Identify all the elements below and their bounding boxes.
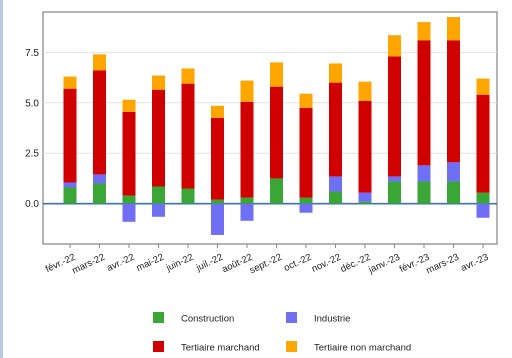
legend: Construction Industrie Tertiaire marchand T… <box>153 312 411 354</box>
bar-segment-tertiaire-marchand <box>417 40 431 166</box>
x-tick-label: déc.-22 <box>339 252 372 275</box>
bar-segment-tertiaire-marchand <box>152 89 165 187</box>
x-tick-label: avr.-23 <box>459 252 490 274</box>
legend-label: Tertiaire non marchand <box>314 343 411 354</box>
bar-segment-tertiaire-non-marchand <box>447 17 460 41</box>
bar-segment-industrie <box>299 203 313 213</box>
bar-segment-tertiaire-non-marchand <box>181 68 195 84</box>
bar-segment-construction <box>181 188 195 204</box>
bar-segment-tertiaire-non-marchand <box>211 105 224 118</box>
x-tick-label: oct.-22 <box>282 252 313 274</box>
y-tick-label: 7.5 <box>25 48 39 59</box>
bar-segment-tertiaire-marchand <box>388 56 401 177</box>
legend-swatch <box>153 341 164 352</box>
x-tick-label: mars-23 <box>425 252 461 277</box>
x-tick-label: janv.-23 <box>366 252 402 276</box>
bar-segment-tertiaire-non-marchand <box>122 99 136 112</box>
bar-segment-tertiaire-marchand <box>93 70 106 175</box>
bar-segment-tertiaire-non-marchand <box>329 63 342 83</box>
bar-segment-tertiaire-marchand <box>122 111 136 196</box>
bar-segment-industrie <box>93 174 106 184</box>
bar-segment-construction <box>122 195 136 204</box>
bar-segment-industrie <box>447 162 460 182</box>
legend-label: Construction <box>181 314 234 325</box>
stacked-bar-chart: 0.02.55.07.5févr.-22mars-22avr.-22mai-22… <box>25 11 498 354</box>
y-tick-label: 5.0 <box>25 98 39 109</box>
bar-segment-tertiaire-non-marchand <box>299 93 313 108</box>
bar-segment-tertiaire-marchand <box>270 86 283 179</box>
legend-swatch <box>286 312 297 323</box>
bar-segment-industrie <box>329 176 342 192</box>
x-tick-label: juin-22 <box>164 252 195 274</box>
x-tick-label: mai-22 <box>135 252 166 274</box>
bar-segment-industrie <box>63 182 77 188</box>
bar-segment-construction <box>93 183 106 204</box>
bar-segment-tertiaire-marchand <box>447 40 460 163</box>
bar-segment-construction <box>299 197 313 204</box>
bar-segment-construction <box>388 181 401 204</box>
bar-segment-industrie <box>152 203 165 217</box>
bar-segment-construction <box>240 197 254 204</box>
bar-segment-tertiaire-non-marchand <box>240 80 254 102</box>
bar-segment-tertiaire-non-marchand <box>270 62 283 87</box>
bar-segment-industrie <box>358 192 372 202</box>
legend-item: Industrie <box>286 312 350 325</box>
plot-border <box>42 11 498 245</box>
legend-item: Tertiaire non marchand <box>286 341 411 354</box>
bar-segment-industrie <box>476 203 490 218</box>
bar-segment-tertiaire-non-marchand <box>388 35 401 57</box>
bar-segment-industrie <box>417 165 431 182</box>
bar-segment-tertiaire-marchand <box>181 83 195 189</box>
bars-layer <box>63 17 490 235</box>
bar-segment-construction <box>358 201 372 204</box>
legend-swatch <box>153 312 164 323</box>
x-tick-label: sept.-22 <box>248 252 284 276</box>
y-tick-label: 0.0 <box>25 199 39 210</box>
bar-segment-tertiaire-marchand <box>299 107 313 198</box>
legend-label: Tertiaire marchand <box>181 343 260 354</box>
bar-segment-tertiaire-non-marchand <box>63 76 77 89</box>
bar-segment-industrie <box>211 203 224 235</box>
legend-item: Construction <box>153 312 234 325</box>
bar-segment-tertiaire-marchand <box>63 88 77 183</box>
bar-segment-industrie <box>122 203 136 222</box>
x-tick-label: mars-22 <box>71 252 107 277</box>
bar-segment-tertiaire-non-marchand <box>476 78 490 95</box>
bar-segment-tertiaire-non-marchand <box>93 54 106 71</box>
x-tick-label: juil.-22 <box>194 252 225 274</box>
legend-label: Industrie <box>314 314 350 325</box>
bar-segment-industrie <box>240 203 254 221</box>
bar-segment-construction <box>417 181 431 204</box>
bar-segment-industrie <box>388 176 401 182</box>
bar-segment-tertiaire-marchand <box>329 82 342 177</box>
bar-segment-tertiaire-marchand <box>240 101 254 198</box>
bar-segment-tertiaire-non-marchand <box>152 75 165 90</box>
x-tick-label: août-22 <box>220 252 254 276</box>
bar-segment-tertiaire-marchand <box>211 117 224 200</box>
legend-swatch <box>286 341 297 352</box>
bar-segment-tertiaire-non-marchand <box>417 22 431 41</box>
x-tick-label: avr.-22 <box>105 252 136 274</box>
bar-segment-tertiaire-marchand <box>476 94 490 193</box>
bar-segment-construction <box>447 181 460 204</box>
x-tick-label: nov.-22 <box>310 252 343 275</box>
legend-item: Tertiaire marchand <box>153 341 260 354</box>
bar-segment-tertiaire-non-marchand <box>358 81 372 101</box>
bar-segment-construction <box>329 191 342 204</box>
bar-segment-construction <box>476 192 490 204</box>
bar-segment-construction <box>211 199 224 204</box>
bar-segment-tertiaire-marchand <box>358 100 372 193</box>
bar-segment-construction <box>270 178 283 204</box>
y-tick-label: 2.5 <box>25 149 39 160</box>
bar-segment-construction <box>63 187 77 204</box>
bar-segment-construction <box>152 186 165 204</box>
